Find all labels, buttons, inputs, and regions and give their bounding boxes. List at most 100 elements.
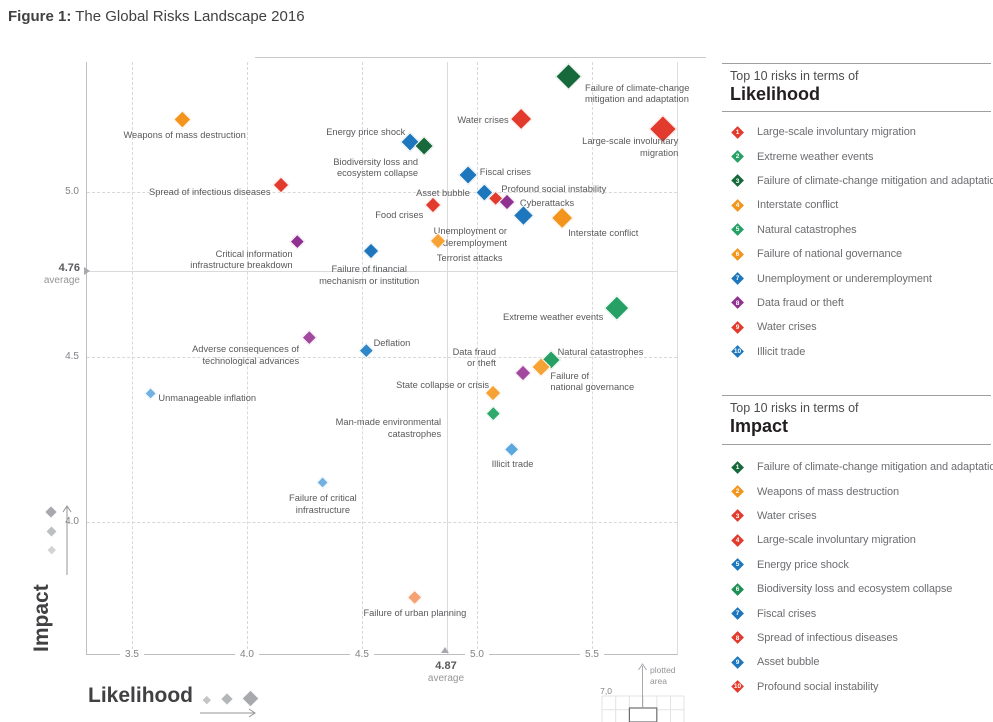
legend-item-label: Failure of climate-change mitigation and… [757, 174, 993, 187]
legend-rank-number: 1 [735, 128, 740, 136]
risk-point-illicit-trade [503, 441, 520, 458]
risk-label-biodiversity-loss-and-ecosystem-collapse: Biodiversity loss and ecosystem collapse [333, 156, 419, 179]
likelihood-axis-arrow-icon [200, 708, 256, 718]
minimap-scale-tick: 7,0 [600, 686, 612, 696]
risk-point-failure-of-critical-infrastructure [316, 475, 330, 489]
figure-title: Figure 1: The Global Risks Landscape 201… [8, 8, 305, 25]
legend-rank-number: 10 [733, 348, 742, 356]
legend-item-label: Interstate conflict [757, 199, 839, 212]
legend-rank-number: 6 [735, 250, 740, 258]
minimap-arrow-head-icon [638, 663, 647, 671]
legend-item-extreme-weather-events: 2 Extreme weather events [731, 144, 993, 168]
legend-rank-diamond: 5 [731, 558, 745, 572]
legend-item-label: Failure of national governance [757, 248, 902, 261]
legend-item-water-crises: 3 Water crises [731, 504, 993, 528]
risk-label-failure-of-national-governance: Failure of national governance [550, 370, 635, 393]
risk-point-failure-of-financial-mechanism-or-institution [362, 242, 380, 260]
x-tick-label: 3.5 [120, 649, 144, 661]
legend-rank-number: 9 [735, 659, 740, 666]
legend-item-label: Spread of infectious diseases [757, 631, 898, 644]
x-gridline-3.5 [132, 62, 133, 654]
figure-title-text: The Global Risks Landscape 2016 [71, 8, 305, 25]
impact-average-word: average [43, 275, 80, 286]
risk-label-extreme-weather-events: Extreme weather events [503, 311, 604, 322]
legend-rank-diamond: 8 [731, 296, 745, 310]
legend-rank-diamond: 9 [731, 320, 745, 334]
risk-point-failure-of-urban-planning [406, 589, 423, 606]
legend-rank-number: 7 [735, 610, 740, 618]
y-gridline-4.0 [87, 522, 677, 523]
legend-rank-number: 6 [735, 585, 740, 593]
legend-item-label: Large-scale involuntary migration [757, 126, 916, 139]
legend-rank-diamond: 7 [731, 272, 745, 286]
risk-point-data-fraud-or-theft [514, 364, 532, 382]
impact-panel-eyebrow: Top 10 risks in terms of [730, 401, 859, 415]
risk-label-unmanageable-inflation: Unmanageable inflation [158, 393, 257, 404]
risk-label-failure-of-climate-change-mitigation-and-adaptation: Failure of climate-change mitigation and … [585, 82, 690, 105]
impact-average-annotation: 4.76 average [34, 262, 80, 287]
legend-item-label: Water crises [757, 321, 817, 334]
chart-top-rule [255, 57, 706, 58]
scatter-plot-area: 3.5 4.0 4.5 5.0 5.5 5.0 4.5 4.0 Failure of clima… [65, 62, 689, 661]
impact-average-line [87, 271, 677, 273]
risk-point-critical-information-infrastructure-breakdown [290, 233, 306, 249]
legend-rank-diamond: 4 [731, 198, 745, 212]
risk-label-data-fraud-or-theft: Data fraud or theft [452, 346, 496, 369]
legend-item-label: Energy price shock [757, 558, 849, 571]
legend-item-label: Unemployment or underemployment [757, 272, 932, 285]
legend-item-weapons-of-mass-destruction: 2 Weapons of mass destruction [731, 479, 993, 503]
impact-axis-arrow-icon [62, 505, 72, 575]
risk-label-failure-of-urban-planning: Failure of urban planning [363, 607, 467, 618]
legend-item-asset-bubble: 9 Asset bubble [731, 650, 993, 674]
risk-label-natural-catastrophes: Natural catastrophes [557, 347, 644, 358]
legend-rank-number: 8 [735, 299, 740, 307]
risk-label-large-scale-involuntary-migration: Large-scale involuntary migration [582, 136, 679, 158]
minimap-plotted-area-rect [628, 707, 658, 722]
risk-label-deflation: Deflation [373, 338, 411, 349]
legend-item-label: Asset bubble [757, 656, 820, 669]
risk-label-terrorist-attacks: Terrorist attacks [436, 252, 503, 263]
risk-label-spread-of-infectious-diseases: Spread of infectious diseases [149, 187, 271, 198]
risk-point-interstate-conflict [550, 206, 574, 230]
risk-point-adverse-consequences-of-technological-advances [301, 329, 317, 345]
risk-label-profound-social-instability: Profound social instability [501, 183, 607, 194]
impact-average-value: 4.76 [58, 262, 80, 274]
legend-rank-diamond: 10 [731, 345, 745, 359]
plotted-area-minimap: 7,0 plotted area [600, 663, 685, 722]
y-tick-label: 4.5 [65, 351, 79, 362]
risk-label-food-crises: Food crises [375, 210, 424, 221]
risk-label-water-crises: Water crises [457, 115, 509, 126]
risk-point-man-made-environmental-catastrophes [485, 405, 501, 421]
legend-rank-number: 9 [735, 324, 740, 331]
x-gridline-5.0 [477, 62, 478, 654]
legend-item-label: Data fraud or theft [757, 296, 844, 309]
impact-top10-list: 1 Failure of climate-change mitigation an… [731, 455, 993, 699]
likelihood-size-diamond-large-icon [242, 690, 259, 707]
legend-rank-diamond: 1 [731, 125, 745, 139]
risk-label-unemployment-or-underemployment: Unemployment or underemployment [432, 226, 507, 248]
legend-item-label: Illicit trade [757, 345, 806, 358]
legend-item-label: Fiscal crises [757, 607, 817, 620]
legend-rank-number: 2 [735, 488, 740, 496]
legend-item-natural-catastrophes: 5 Natural catastrophes [731, 218, 993, 242]
legend-item-label: Weapons of mass destruction [757, 485, 900, 498]
legend-item-biodiversity-loss-and-ecosystem-collapse: 6 Biodiversity loss and ecosystem collaps… [731, 577, 993, 601]
risk-label-asset-bubble: Asset bubble [416, 188, 470, 198]
risk-point-fiscal-crises [457, 165, 478, 186]
legend-rank-number: 3 [735, 177, 740, 185]
likelihood-panel-top-rule [722, 63, 991, 64]
legend-item-spread-of-infectious-diseases: 8 Spread of infectious diseases [731, 626, 993, 650]
risk-label-energy-price-shock: Energy price shock [326, 126, 406, 137]
legend-item-label: Failure of climate-change mitigation and… [757, 461, 993, 474]
risk-point-extreme-weather-events [604, 294, 630, 320]
legend-item-water-crises: 9 Water crises [731, 315, 993, 339]
legend-item-fiscal-crises: 7 Fiscal crises [731, 601, 993, 625]
impact-axis-label: Impact [30, 584, 53, 652]
risk-label-weapons-of-mass-destruction: Weapons of mass destruction [123, 130, 246, 141]
likelihood-panel-divider-rule [722, 111, 991, 112]
risk-label-failure-of-critical-infrastructure: Failure of critical infrastructure [289, 493, 357, 515]
legend-item-data-fraud-or-theft: 8 Data fraud or theft [731, 291, 993, 315]
minimap-note-line2: area [650, 676, 667, 686]
likelihood-average-line [447, 62, 449, 654]
